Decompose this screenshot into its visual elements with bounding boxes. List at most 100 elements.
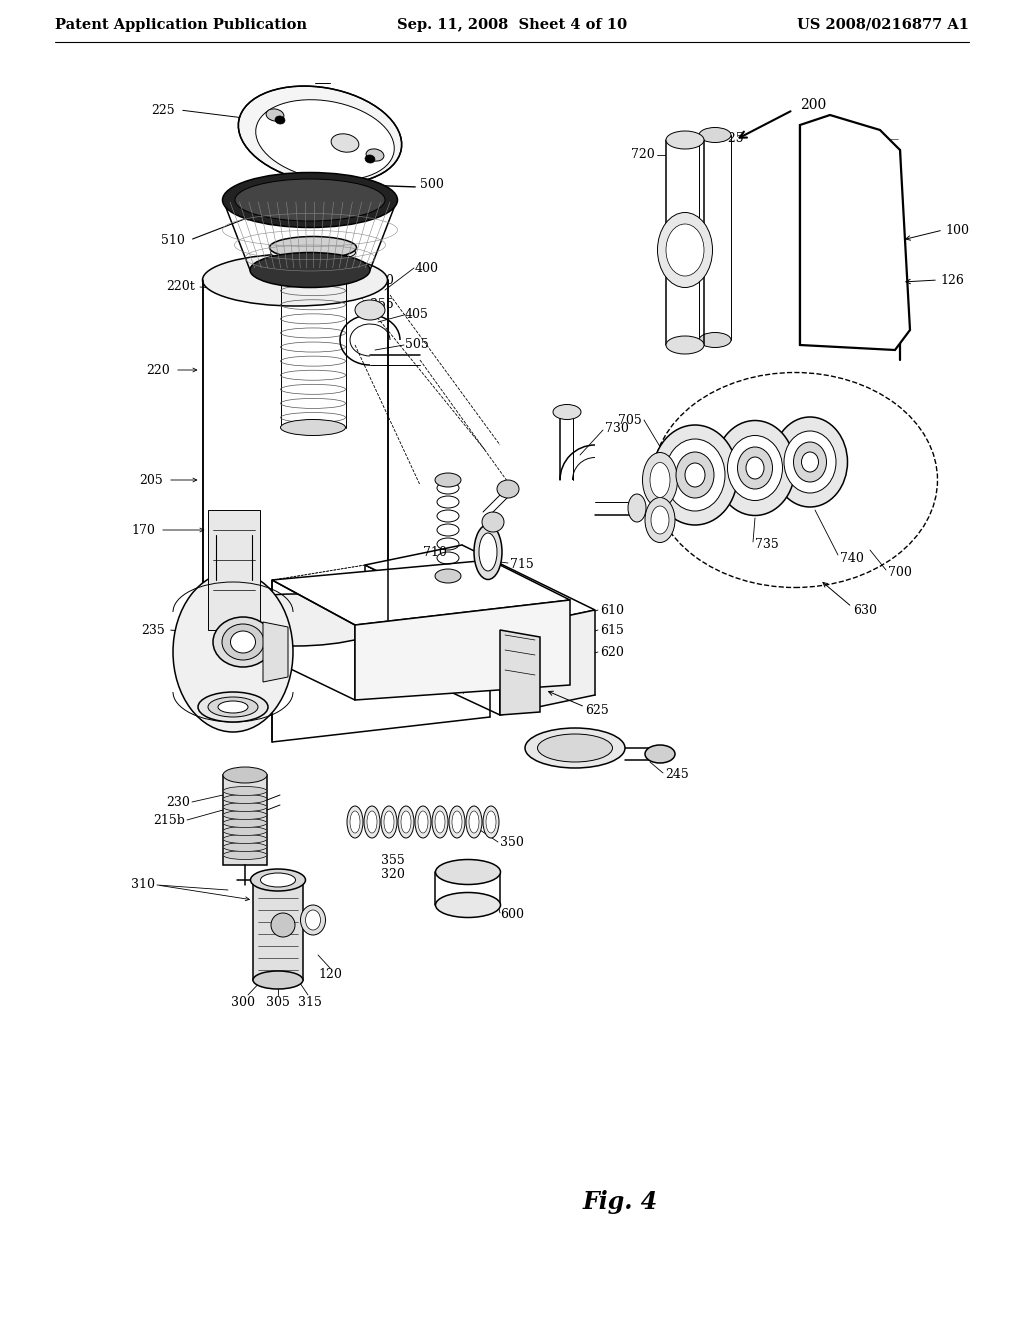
Ellipse shape [256, 100, 394, 181]
Ellipse shape [367, 810, 377, 833]
Ellipse shape [525, 729, 625, 768]
Text: 350: 350 [500, 836, 524, 849]
Ellipse shape [676, 451, 714, 498]
Ellipse shape [553, 404, 581, 420]
Ellipse shape [203, 594, 387, 645]
Ellipse shape [269, 236, 356, 259]
Text: 305: 305 [266, 995, 290, 1008]
Text: 200: 200 [800, 98, 826, 112]
Polygon shape [365, 545, 595, 630]
Ellipse shape [365, 154, 375, 164]
Ellipse shape [628, 494, 646, 521]
Ellipse shape [260, 873, 296, 887]
Ellipse shape [435, 892, 501, 917]
Polygon shape [223, 775, 267, 865]
Ellipse shape [685, 463, 705, 487]
Ellipse shape [234, 180, 385, 220]
Ellipse shape [435, 569, 461, 583]
Text: 170: 170 [131, 524, 155, 536]
Ellipse shape [469, 810, 479, 833]
Ellipse shape [270, 243, 355, 261]
Ellipse shape [483, 807, 499, 838]
Text: 740: 740 [840, 552, 864, 565]
Ellipse shape [665, 440, 725, 511]
Ellipse shape [645, 744, 675, 763]
Ellipse shape [305, 909, 321, 931]
Text: Fig. 4: Fig. 4 [583, 1191, 657, 1214]
Ellipse shape [398, 807, 414, 838]
Text: 320: 320 [370, 273, 394, 286]
Text: 355: 355 [370, 298, 394, 312]
Ellipse shape [223, 795, 267, 804]
Ellipse shape [401, 810, 411, 833]
Ellipse shape [772, 417, 848, 507]
Text: 235: 235 [141, 623, 165, 636]
Ellipse shape [230, 631, 256, 653]
Ellipse shape [715, 421, 795, 516]
Ellipse shape [449, 807, 465, 838]
Ellipse shape [652, 425, 737, 525]
Text: Patent Application Publication: Patent Application Publication [55, 18, 307, 32]
Ellipse shape [737, 447, 772, 488]
Ellipse shape [253, 972, 303, 989]
Text: 225: 225 [152, 103, 175, 116]
Ellipse shape [650, 462, 670, 498]
Ellipse shape [486, 810, 496, 833]
Ellipse shape [784, 432, 836, 492]
Ellipse shape [474, 524, 502, 579]
Text: 730: 730 [605, 421, 629, 434]
Ellipse shape [223, 842, 267, 851]
Text: 120: 120 [318, 969, 342, 982]
Circle shape [271, 913, 295, 937]
Ellipse shape [222, 624, 264, 660]
Ellipse shape [266, 108, 284, 121]
Ellipse shape [223, 818, 267, 828]
Ellipse shape [223, 834, 267, 843]
Ellipse shape [366, 149, 384, 161]
Text: 700: 700 [888, 565, 912, 578]
Ellipse shape [645, 498, 675, 543]
Ellipse shape [347, 807, 362, 838]
Ellipse shape [432, 807, 449, 838]
Ellipse shape [666, 337, 705, 354]
Ellipse shape [208, 697, 258, 717]
Text: 215b: 215b [154, 813, 185, 826]
Text: 320: 320 [381, 867, 404, 880]
Text: 300: 300 [231, 995, 255, 1008]
Ellipse shape [218, 701, 248, 713]
Ellipse shape [435, 473, 461, 487]
Polygon shape [800, 115, 910, 350]
Text: 615: 615 [600, 623, 624, 636]
Ellipse shape [482, 512, 504, 532]
Text: Sep. 11, 2008  Sheet 4 of 10: Sep. 11, 2008 Sheet 4 of 10 [397, 18, 627, 32]
Text: 705: 705 [618, 413, 642, 426]
Ellipse shape [497, 480, 519, 498]
Ellipse shape [384, 810, 394, 833]
Ellipse shape [250, 252, 370, 288]
Ellipse shape [746, 457, 764, 479]
Ellipse shape [466, 807, 482, 838]
Polygon shape [500, 610, 595, 715]
Ellipse shape [350, 810, 360, 833]
Polygon shape [272, 560, 570, 624]
Ellipse shape [364, 807, 380, 838]
Ellipse shape [435, 810, 445, 833]
Text: 405: 405 [406, 309, 429, 322]
Text: 205: 205 [139, 474, 163, 487]
Text: 230: 230 [166, 796, 190, 808]
Text: 625: 625 [585, 704, 608, 717]
Ellipse shape [331, 133, 358, 152]
Ellipse shape [666, 131, 705, 149]
Ellipse shape [452, 810, 462, 833]
Ellipse shape [198, 692, 268, 722]
Ellipse shape [699, 128, 731, 143]
Ellipse shape [355, 300, 385, 319]
Ellipse shape [251, 869, 305, 891]
Ellipse shape [699, 333, 731, 347]
Text: 315: 315 [298, 995, 322, 1008]
Ellipse shape [223, 850, 267, 859]
Text: 310: 310 [131, 879, 155, 891]
Ellipse shape [173, 572, 293, 733]
Ellipse shape [203, 253, 387, 306]
Ellipse shape [213, 616, 273, 667]
